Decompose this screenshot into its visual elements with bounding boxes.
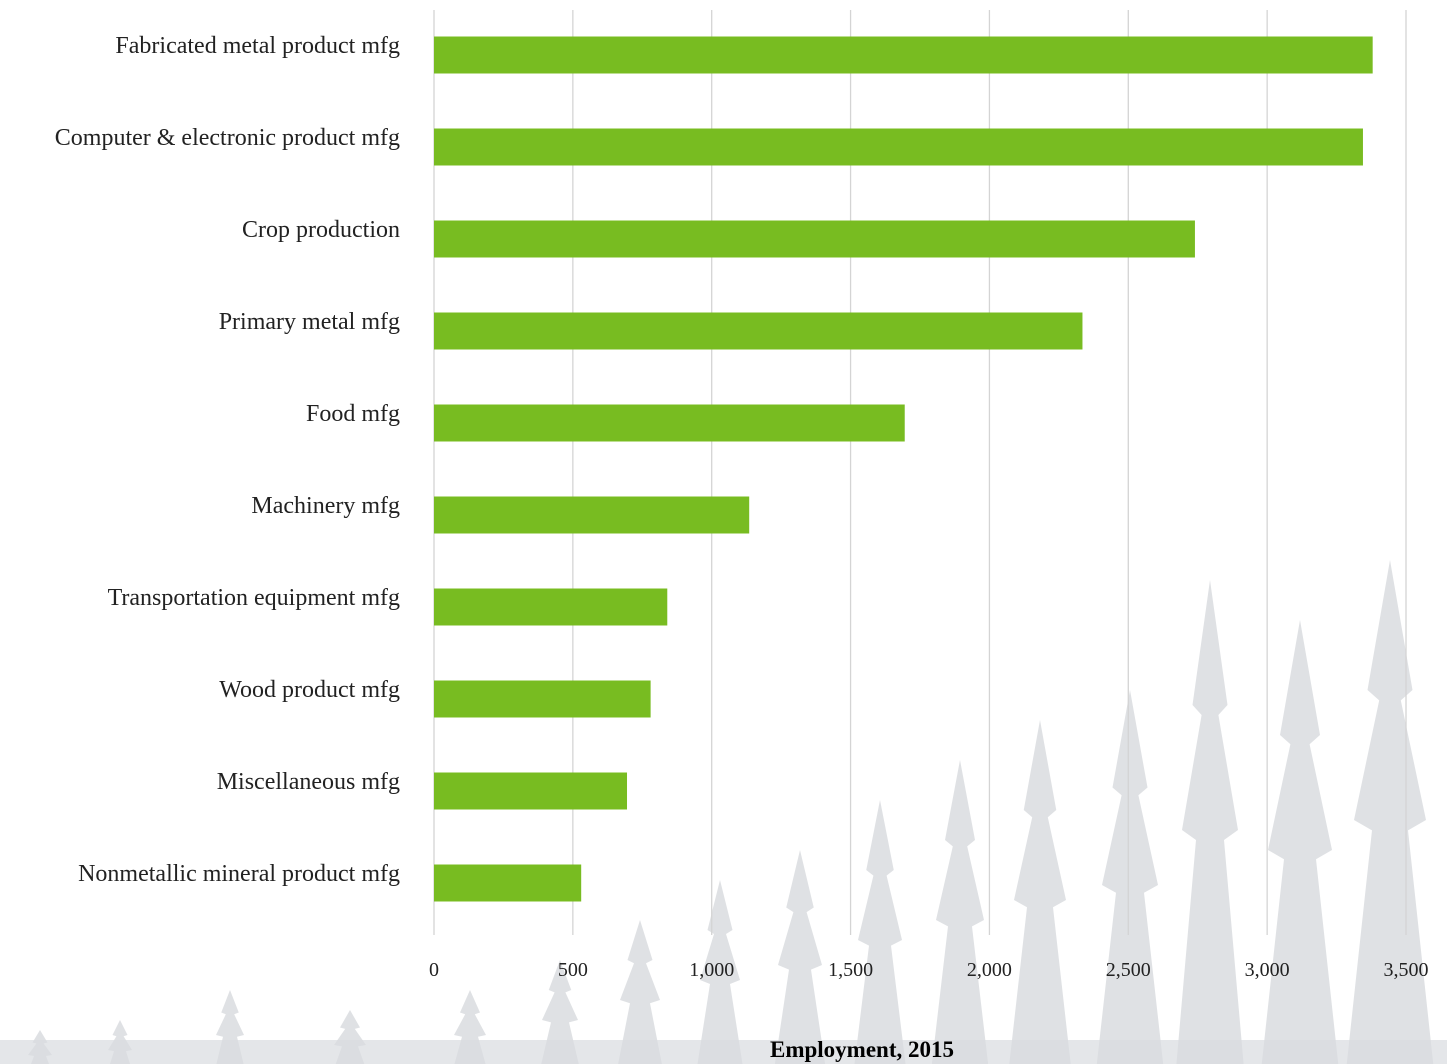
category-label: Nonmetallic mineral product mfg — [78, 861, 400, 887]
bar — [434, 128, 1363, 166]
x-tick-label: 2,500 — [1106, 959, 1151, 981]
tree-silhouette — [931, 760, 989, 1064]
bar — [434, 864, 582, 902]
watermark-ground — [0, 1040, 1447, 1064]
bar — [434, 36, 1373, 74]
tree-silhouette — [1096, 690, 1164, 1064]
tree-silhouette — [618, 920, 662, 1064]
category-labels: Fabricated metal product mfg Computer & e… — [55, 33, 400, 887]
tree-silhouette — [1346, 560, 1434, 1064]
category-label: Miscellaneous mfg — [217, 769, 400, 795]
bar — [434, 312, 1083, 350]
tree-silhouette — [541, 960, 579, 1064]
bar — [434, 220, 1195, 258]
tree-silhouette — [1261, 620, 1339, 1064]
tree-silhouette — [1009, 720, 1071, 1064]
forest-watermark — [0, 560, 1447, 1064]
category-label: Crop production — [242, 217, 400, 243]
bar — [434, 772, 628, 810]
x-tick-label: 0 — [429, 959, 439, 981]
category-label: Computer & electronic product mfg — [55, 125, 400, 151]
bar — [434, 496, 750, 534]
x-tick-label: 500 — [558, 959, 588, 981]
category-label: Transportation equipment mfg — [108, 585, 400, 611]
x-tick-label: 2,000 — [967, 959, 1012, 981]
category-label: Wood product mfg — [219, 677, 400, 703]
x-tick-label: 1,500 — [828, 959, 873, 981]
tree-silhouette — [854, 800, 906, 1064]
category-label: Food mfg — [306, 401, 400, 427]
tree-silhouette — [697, 880, 743, 1064]
tree-silhouette — [774, 850, 826, 1064]
category-label: Machinery mfg — [251, 493, 400, 519]
category-label: Fabricated metal product mfg — [115, 33, 400, 59]
bar — [434, 680, 651, 718]
x-axis-title: Employment, 2015 — [770, 1037, 954, 1062]
tree-silhouette — [1176, 580, 1244, 1064]
x-tick-label: 1,000 — [689, 959, 734, 981]
bars — [434, 36, 1373, 902]
bar — [434, 404, 905, 442]
category-label: Primary metal mfg — [219, 309, 400, 335]
bar — [434, 588, 668, 626]
x-tick-label: 3,500 — [1384, 959, 1429, 981]
x-tick-labels: 0 500 1,000 1,500 2,000 2,500 3,000 3,500 — [429, 959, 1429, 981]
x-tick-label: 3,000 — [1245, 959, 1290, 981]
